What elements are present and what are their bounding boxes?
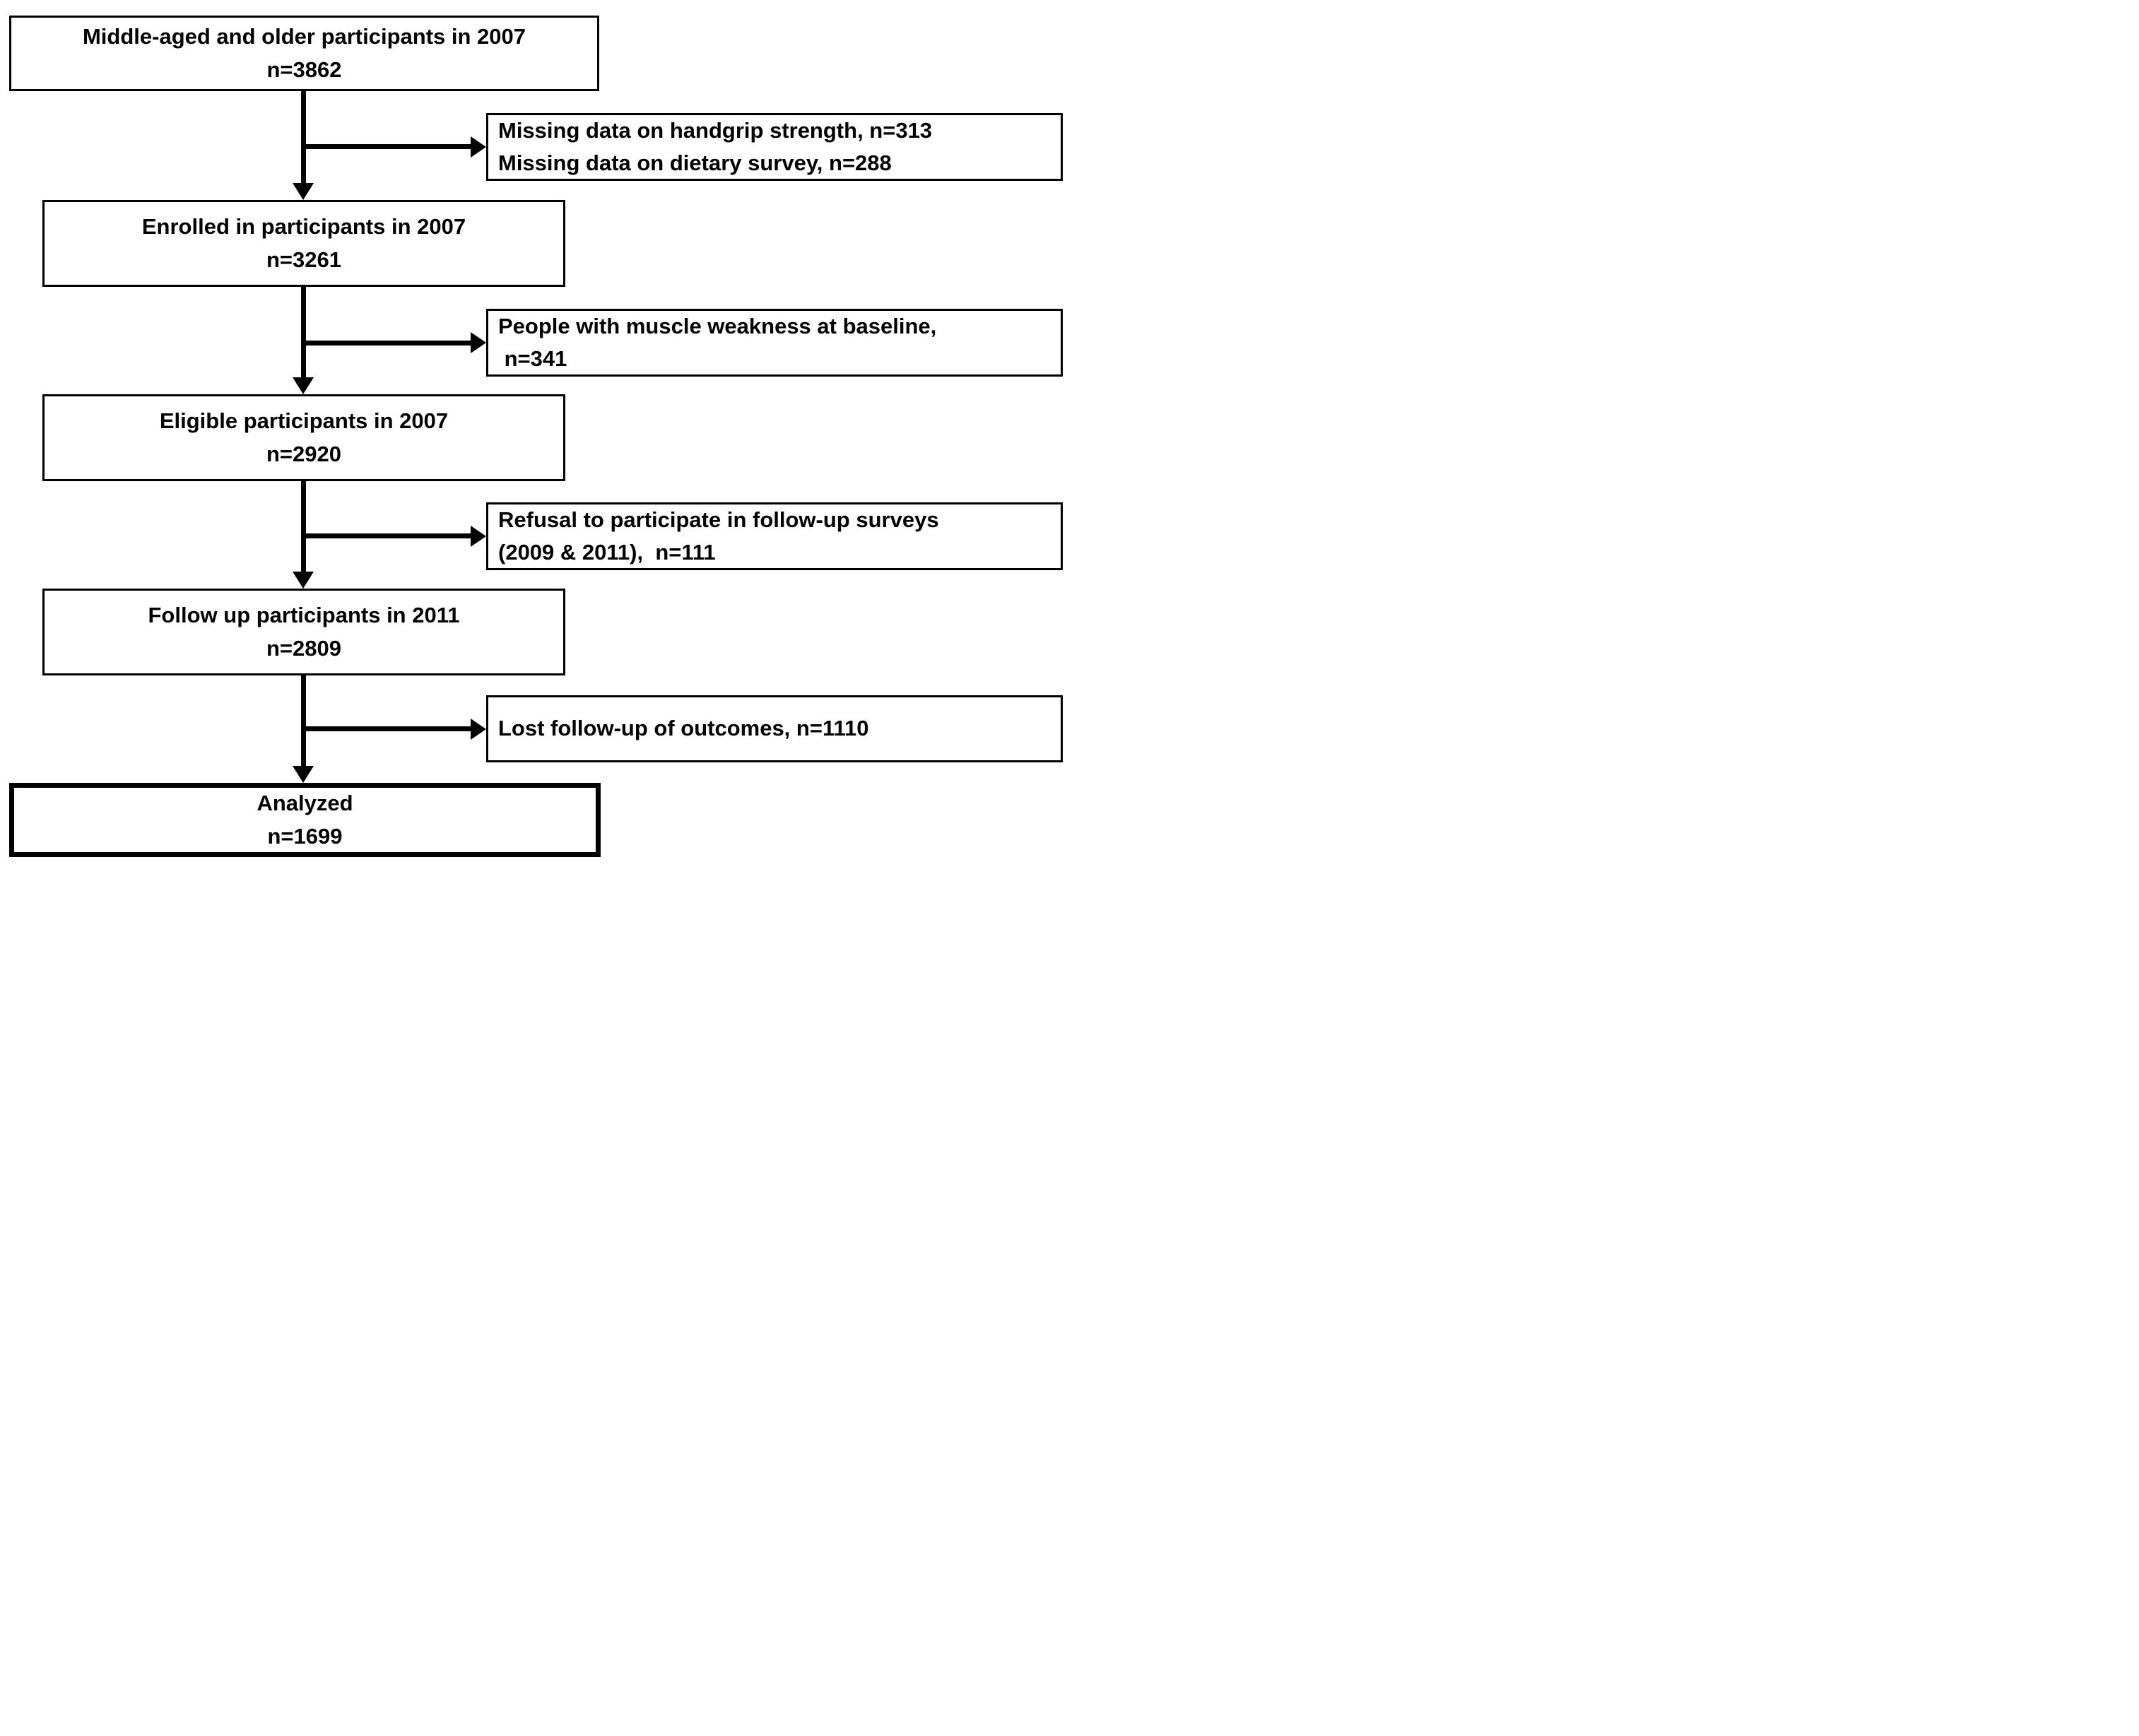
arrowhead-right-icon xyxy=(471,526,486,547)
box-excluded-missing-data: Missing data on handgrip strength, n=313… xyxy=(486,113,1063,181)
box-text-line2: n=2920 xyxy=(266,441,341,466)
box-text-line1: Missing data on handgrip strength, n=313 xyxy=(498,117,933,143)
arrowhead-down-icon xyxy=(293,572,314,589)
box-text-line2: n=341 xyxy=(498,346,567,371)
box-excluded-muscle-weakness: People with muscle weakness at baseline,… xyxy=(486,309,1063,377)
box-text-line2: (2009 & 2011), n=111 xyxy=(498,540,716,565)
box-analyzed: Analyzed n=1699 xyxy=(9,783,601,857)
box-followup-participants: Follow up participants in 2011 n=2809 xyxy=(42,589,565,675)
box-text-line1: Lost follow-up of outcomes, n=1110 xyxy=(498,716,869,741)
flow-line-branch-3 xyxy=(303,533,472,538)
box-eligible-participants: Eligible participants in 2007 n=2920 xyxy=(42,394,565,481)
flow-line-vertical-2 xyxy=(301,287,306,379)
box-text-line2: n=3862 xyxy=(266,57,342,82)
arrowhead-down-icon xyxy=(293,183,314,200)
box-text-line2: n=2809 xyxy=(266,635,341,661)
box-text-line2: Missing data on dietary survey, n=288 xyxy=(498,150,892,175)
flow-line-branch-1 xyxy=(303,144,472,149)
box-text-line1: Middle-aged and older participants in 20… xyxy=(82,24,526,49)
box-text-line1: Enrolled in participants in 2007 xyxy=(141,214,466,239)
box-text-line1: Follow up participants in 2011 xyxy=(148,603,460,627)
box-excluded-refusal: Refusal to participate in follow-up surv… xyxy=(486,502,1063,570)
flow-line-branch-2 xyxy=(303,341,472,346)
box-text-line1: Analyzed xyxy=(257,791,353,815)
arrowhead-right-icon xyxy=(471,136,486,158)
box-text-line1: Refusal to participate in follow-up surv… xyxy=(498,507,939,532)
box-initial-participants: Middle-aged and older participants in 20… xyxy=(9,16,599,91)
flow-line-vertical-3 xyxy=(301,481,306,573)
arrowhead-down-icon xyxy=(293,766,314,783)
box-text-line1: People with muscle weakness at baseline, xyxy=(498,313,937,338)
arrowhead-right-icon xyxy=(471,332,486,353)
box-text-line2: n=1699 xyxy=(267,823,343,849)
box-text-line2: n=3261 xyxy=(266,247,341,272)
flow-line-vertical-4 xyxy=(301,675,306,767)
flow-line-branch-4 xyxy=(303,726,472,731)
flow-line-vertical-1 xyxy=(301,91,306,184)
box-text-line1: Eligible participants in 2007 xyxy=(159,408,449,433)
arrowhead-down-icon xyxy=(293,377,314,394)
arrowhead-right-icon xyxy=(471,719,486,740)
box-enrolled-participants: Enrolled in participants in 2007 n=3261 xyxy=(42,200,565,287)
box-excluded-lost-followup: Lost follow-up of outcomes, n=1110 xyxy=(486,695,1063,762)
flow-diagram: Middle-aged and older participants in 20… xyxy=(0,0,1070,868)
